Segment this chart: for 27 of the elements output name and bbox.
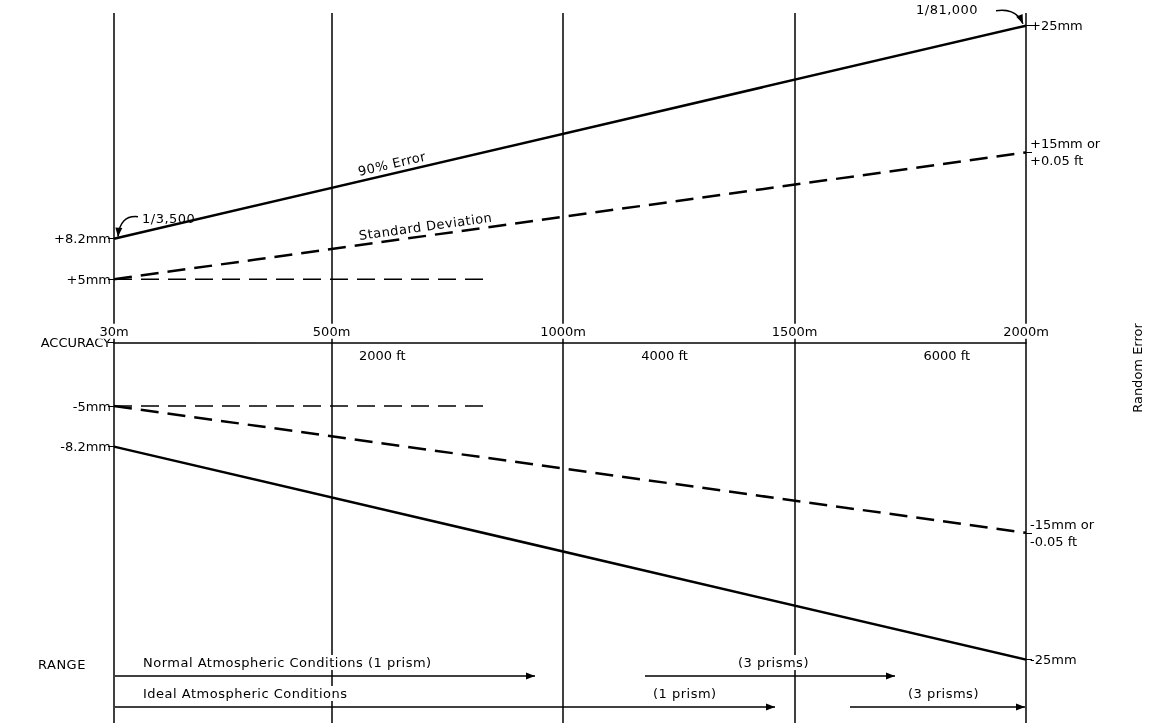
y-tick-label: +8.2mm [54,231,111,247]
annotation: Normal Atmospheric Conditions (1 prism) [140,655,435,670]
text: RANGE [38,657,86,672]
x-tick-label: 500m [312,323,351,339]
y2-tick-label: -25mm [1030,652,1077,668]
y2-tick-label: +25mm [1030,18,1083,34]
annotation: 1/81,000 [916,1,979,17]
annotation: Ideal Atmospheric Conditions [140,686,351,701]
x-tick-label: 2000m [1003,323,1049,339]
x-tick-label: 1500m [771,323,818,339]
text: Standard Deviation [358,209,494,244]
y2-tick-label: -15mm or -0.05 ft [1030,516,1095,549]
y-tick-label: -8.2mm [60,439,111,455]
x2-tick-label: 4000 ft [641,347,688,363]
x-tick-label: 1000m [540,323,586,339]
y-tick-label: +5mm [66,271,111,287]
y-tick-label: -5mm [72,398,111,414]
annotation: 1/3,500 [142,210,196,226]
annotation: (3 prisms) [905,686,982,701]
y2-tick-label: +15mm or +0.05 ft [1030,136,1101,169]
text: 90% Error [356,148,428,180]
annotation: (1 prism) [650,686,720,701]
x-tick-label: 30m [99,323,129,339]
x2-tick-label: 6000 ft [923,347,971,363]
y2-axis-title: Random Error [1130,322,1145,413]
annotation: (3 prisms) [735,655,812,670]
x2-tick-label: 2000 ft [358,347,406,363]
